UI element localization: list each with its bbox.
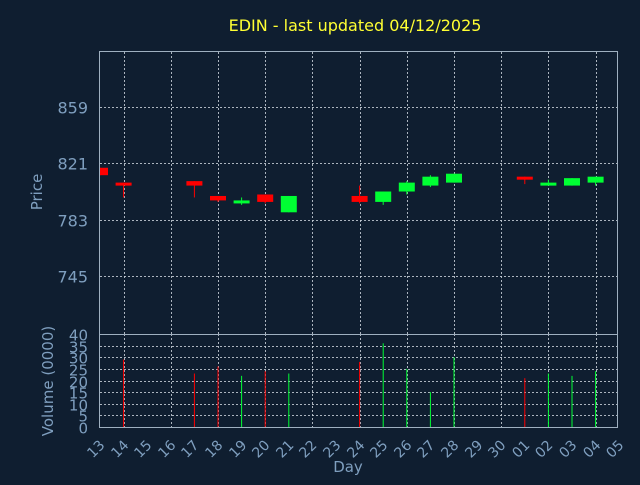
volume-tick-label: 10 (69, 397, 88, 415)
price-panel-frame (99, 51, 618, 335)
candle-body (516, 176, 533, 180)
volume-tick-label: 0 (78, 420, 88, 438)
day-axis-label: Day (333, 458, 363, 476)
price-grid (100, 52, 617, 334)
candle-body (587, 176, 604, 183)
volume-tick-label: 25 (69, 362, 88, 380)
volume-tick-label: 30 (69, 350, 88, 368)
volume-axis-label: Volume (0000) (39, 326, 57, 436)
volume-tick-label: 35 (69, 339, 88, 357)
day-tick-label: 14 (108, 437, 132, 461)
day-tick-label: 01 (509, 438, 533, 462)
day-tick-label: 16 (155, 437, 179, 461)
candle-body (257, 194, 274, 202)
day-tick-label: 13 (84, 438, 108, 462)
day-tick-label: 05 (603, 438, 627, 462)
volume-grid (100, 334, 617, 427)
candle-body (564, 178, 580, 186)
day-tick-label: 02 (532, 438, 556, 462)
candle-body (280, 195, 297, 213)
candle-body (186, 181, 203, 186)
candle-body (422, 176, 439, 186)
day-tick-label: 28 (438, 438, 462, 462)
volume-tick-label: 40 (69, 327, 88, 345)
volume-panel-frame (99, 334, 618, 428)
price-axis-ticks: 859 821 783 745 (57, 99, 88, 287)
candle-body (115, 182, 132, 186)
volume-bars (123, 343, 597, 427)
candle-body (540, 182, 557, 186)
day-tick-label: 19 (226, 438, 250, 462)
day-tick-label: 30 (485, 438, 509, 462)
candle-body (351, 195, 368, 202)
candles (99, 167, 604, 213)
candle-body (398, 182, 415, 192)
day-tick-label: 20 (249, 438, 273, 462)
chart-title: EDIN - last updated 04/12/2025 (229, 16, 482, 35)
day-tick-label: 18 (202, 438, 226, 462)
candle-body (233, 200, 250, 204)
day-tick-label: 15 (131, 438, 155, 462)
day-tick-label: 21 (273, 438, 297, 462)
day-tick-label: 17 (178, 438, 202, 462)
price-tick-label: 821 (57, 155, 88, 174)
volume-tick-label: 15 (69, 385, 88, 403)
price-tick-label: 783 (57, 212, 88, 231)
volume-tick-label: 5 (78, 408, 88, 426)
candle-body (446, 173, 462, 183)
price-tick-label: 745 (57, 268, 88, 287)
day-tick-label: 27 (414, 438, 438, 462)
day-tick-label: 22 (296, 438, 320, 462)
day-tick-label: 26 (391, 437, 415, 461)
candle-body (375, 191, 392, 202)
volume-tick-label: 20 (69, 374, 88, 392)
day-tick-label: 25 (367, 438, 391, 462)
day-tick-label: 29 (462, 438, 486, 462)
price-tick-label: 859 (57, 99, 88, 118)
price-axis-label: Price (28, 174, 46, 211)
candle-body (210, 195, 226, 201)
candle-body (100, 167, 108, 176)
day-tick-label: 04 (580, 437, 604, 461)
day-tick-label: 03 (556, 438, 580, 462)
